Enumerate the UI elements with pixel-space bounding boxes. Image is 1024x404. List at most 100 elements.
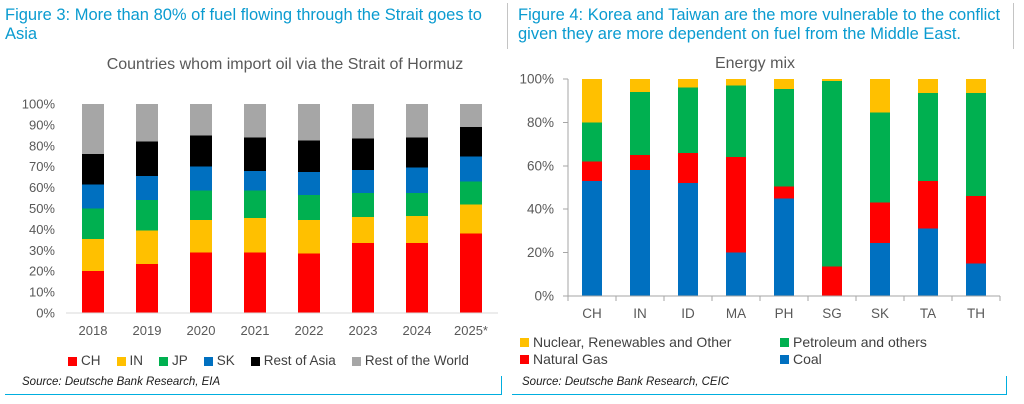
fig3-x-label-2020: 2020: [187, 323, 216, 338]
fig3-bar-sk-2022: [298, 171, 320, 195]
fig3-bar-rest-of-asia-2021: [244, 137, 266, 171]
figure-3-source: Source: Deutsche Bank Research, EIA: [22, 376, 221, 388]
fig3-bar-rest-of-asia-2018: [82, 154, 104, 185]
legend-label-in: IN: [129, 353, 144, 368]
fig4-bar-nuclear-renewables-and-other-id: [678, 79, 698, 88]
figure-3-legend: CH IN JP SK Rest of Asia Rest of the Wor…: [68, 353, 469, 369]
fig3-y-tick-label-30: 30%: [29, 243, 55, 258]
legend-item-rest-of-asia: Rest of Asia: [250, 353, 336, 369]
legend-label-ch: CH: [81, 353, 101, 368]
legend-swatch-rest-of-the-world: [351, 356, 361, 366]
fig3-bar-sk-2024: [406, 167, 428, 193]
fig4-bar-natural-gas-ph: [774, 186, 794, 199]
fig4-bar-petroleum-and-others-ma: [726, 85, 746, 158]
legend-item-nuclear-renewables-and-other: Nuclear, Renewables and Other: [520, 334, 780, 350]
fig4-bar-natural-gas-in: [630, 154, 650, 171]
fig3-bar-jp-2019: [136, 200, 158, 231]
fig3-bar-rest-of-asia-2019: [136, 141, 158, 177]
fig4-bar-coal-ma: [726, 252, 746, 296]
fig4-bar-nuclear-renewables-and-other-th: [966, 79, 986, 94]
legend-item-petroleum-and-others: Petroleum and others: [780, 334, 927, 350]
fig4-y-tick-label-40: 40%: [527, 202, 554, 217]
fig4-x-label-in: IN: [633, 306, 647, 321]
figure-4-panel: Figure 4: Korea and Taiwan are the more …: [510, 0, 1024, 404]
fig3-bar-ch-2018: [82, 271, 104, 313]
legend-item-coal: Coal: [780, 351, 927, 367]
legend-label-petroleum-and-others: Petroleum and others: [793, 334, 927, 350]
fig3-y-tick-label-10: 10%: [29, 285, 55, 300]
fig3-bar-in-2019: [136, 230, 158, 264]
fig3-x-label-2019: 2019: [133, 323, 162, 338]
figure-4-header-divider: [1013, 3, 1014, 49]
legend-item-sk: SK: [203, 353, 235, 369]
figure-3-bottom-rule: [5, 394, 502, 395]
legend-swatch-rest-of-asia: [250, 356, 260, 366]
fig4-bar-coal-ph: [774, 198, 794, 296]
figure-4-bottom-rule-tick: [1006, 376, 1007, 395]
fig4-x-label-sk: SK: [871, 306, 889, 321]
fig4-bar-coal-ta: [918, 228, 938, 296]
fig4-bar-nuclear-renewables-and-other-ma: [726, 79, 746, 86]
fig3-y-tick-label-50: 50%: [29, 201, 55, 216]
fig3-bar-rest-of-asia-2024: [406, 137, 428, 168]
fig3-y-tick-label-60: 60%: [29, 180, 55, 195]
legend-label-jp: JP: [172, 353, 188, 368]
fig4-bar-nuclear-renewables-and-other-in: [630, 79, 650, 93]
legend-label-rest-of-asia: Rest of Asia: [263, 353, 336, 368]
fig4-bar-coal-id: [678, 183, 698, 296]
fig3-y-tick-label-70: 70%: [29, 159, 55, 174]
fig3-bar-jp-2021: [244, 190, 266, 218]
figure-4-legend: Nuclear, Renewables and Other Petroleum …: [520, 334, 927, 367]
fig4-y-tick-label-60: 60%: [527, 158, 554, 173]
fig4-y-tick-label-80: 80%: [527, 115, 554, 130]
legend-swatch-in: [116, 356, 126, 366]
legend-swatch-petroleum-and-others: [780, 337, 789, 347]
fig4-bar-petroleum-and-others-ta: [918, 93, 938, 181]
fig4-bar-nuclear-renewables-and-other-ph: [774, 79, 794, 89]
fig4-bar-coal-th: [966, 263, 986, 296]
fig3-bar-ch-2020: [190, 252, 212, 313]
fig4-x-label-ch: CH: [582, 306, 602, 321]
figure-3-bottom-rule-tick: [501, 376, 502, 395]
fig3-bar-jp-2023: [352, 192, 374, 217]
fig3-bar-in-2018: [82, 238, 104, 272]
fig4-bar-petroleum-and-others-id: [678, 87, 698, 153]
fig3-bar-rest-of-the-world-2019: [136, 104, 158, 142]
fig4-y-tick-label-100: 100%: [519, 72, 554, 87]
fig3-bar-jp-2022: [298, 194, 320, 220]
fig3-bar-sk-2018: [82, 184, 104, 209]
fig3-bar-sk-2025: [460, 156, 482, 182]
fig4-x-label-sg: SG: [822, 306, 842, 321]
legend-item-ch: CH: [68, 353, 101, 369]
legend-swatch-natural-gas: [520, 354, 529, 364]
fig4-bar-natural-gas-id: [678, 152, 698, 184]
fig3-bar-sk-2021: [244, 170, 266, 191]
legend-swatch-coal: [780, 354, 789, 364]
fig4-bar-nuclear-renewables-and-other-ta: [918, 79, 938, 94]
fig3-bar-jp-2025: [460, 181, 482, 205]
fig3-bar-jp-2018: [82, 208, 104, 239]
fig4-bar-natural-gas-ta: [918, 180, 938, 229]
legend-swatch-sk: [203, 356, 213, 366]
figure-3-chart: Countries whom import oil via the Strait…: [22, 56, 498, 338]
figure-3-header-divider: [507, 3, 508, 49]
fig4-bar-petroleum-and-others-sk: [870, 112, 890, 203]
fig4-bar-natural-gas-sg: [822, 266, 842, 296]
fig4-bar-petroleum-and-others-ch: [582, 122, 602, 162]
fig3-x-label-2022: 2022: [295, 323, 324, 338]
fig4-y-tick-label-20: 20%: [527, 245, 554, 260]
fig3-bar-rest-of-the-world-2023: [352, 104, 374, 139]
fig3-bar-in-2020: [190, 219, 212, 253]
fig3-bar-rest-of-the-world-2022: [298, 104, 320, 141]
fig4-x-label-id: ID: [681, 306, 695, 321]
figure-4-header: Figure 4: Korea and Taiwan are the more …: [518, 6, 1001, 43]
fig4-bar-natural-gas-sk: [870, 202, 890, 243]
legend-label-coal: Coal: [793, 351, 822, 367]
fig3-x-label-2018: 2018: [79, 323, 108, 338]
legend-label-natural-gas: Natural Gas: [533, 351, 608, 367]
fig3-bar-rest-of-asia-2023: [352, 138, 374, 170]
fig3-bar-jp-2020: [190, 190, 212, 220]
legend-label-nuclear-renewables-and-other: Nuclear, Renewables and Other: [533, 334, 732, 350]
legend-item-rest-of-the-world: Rest of the World: [351, 353, 469, 369]
legend-item-jp: JP: [159, 353, 188, 369]
